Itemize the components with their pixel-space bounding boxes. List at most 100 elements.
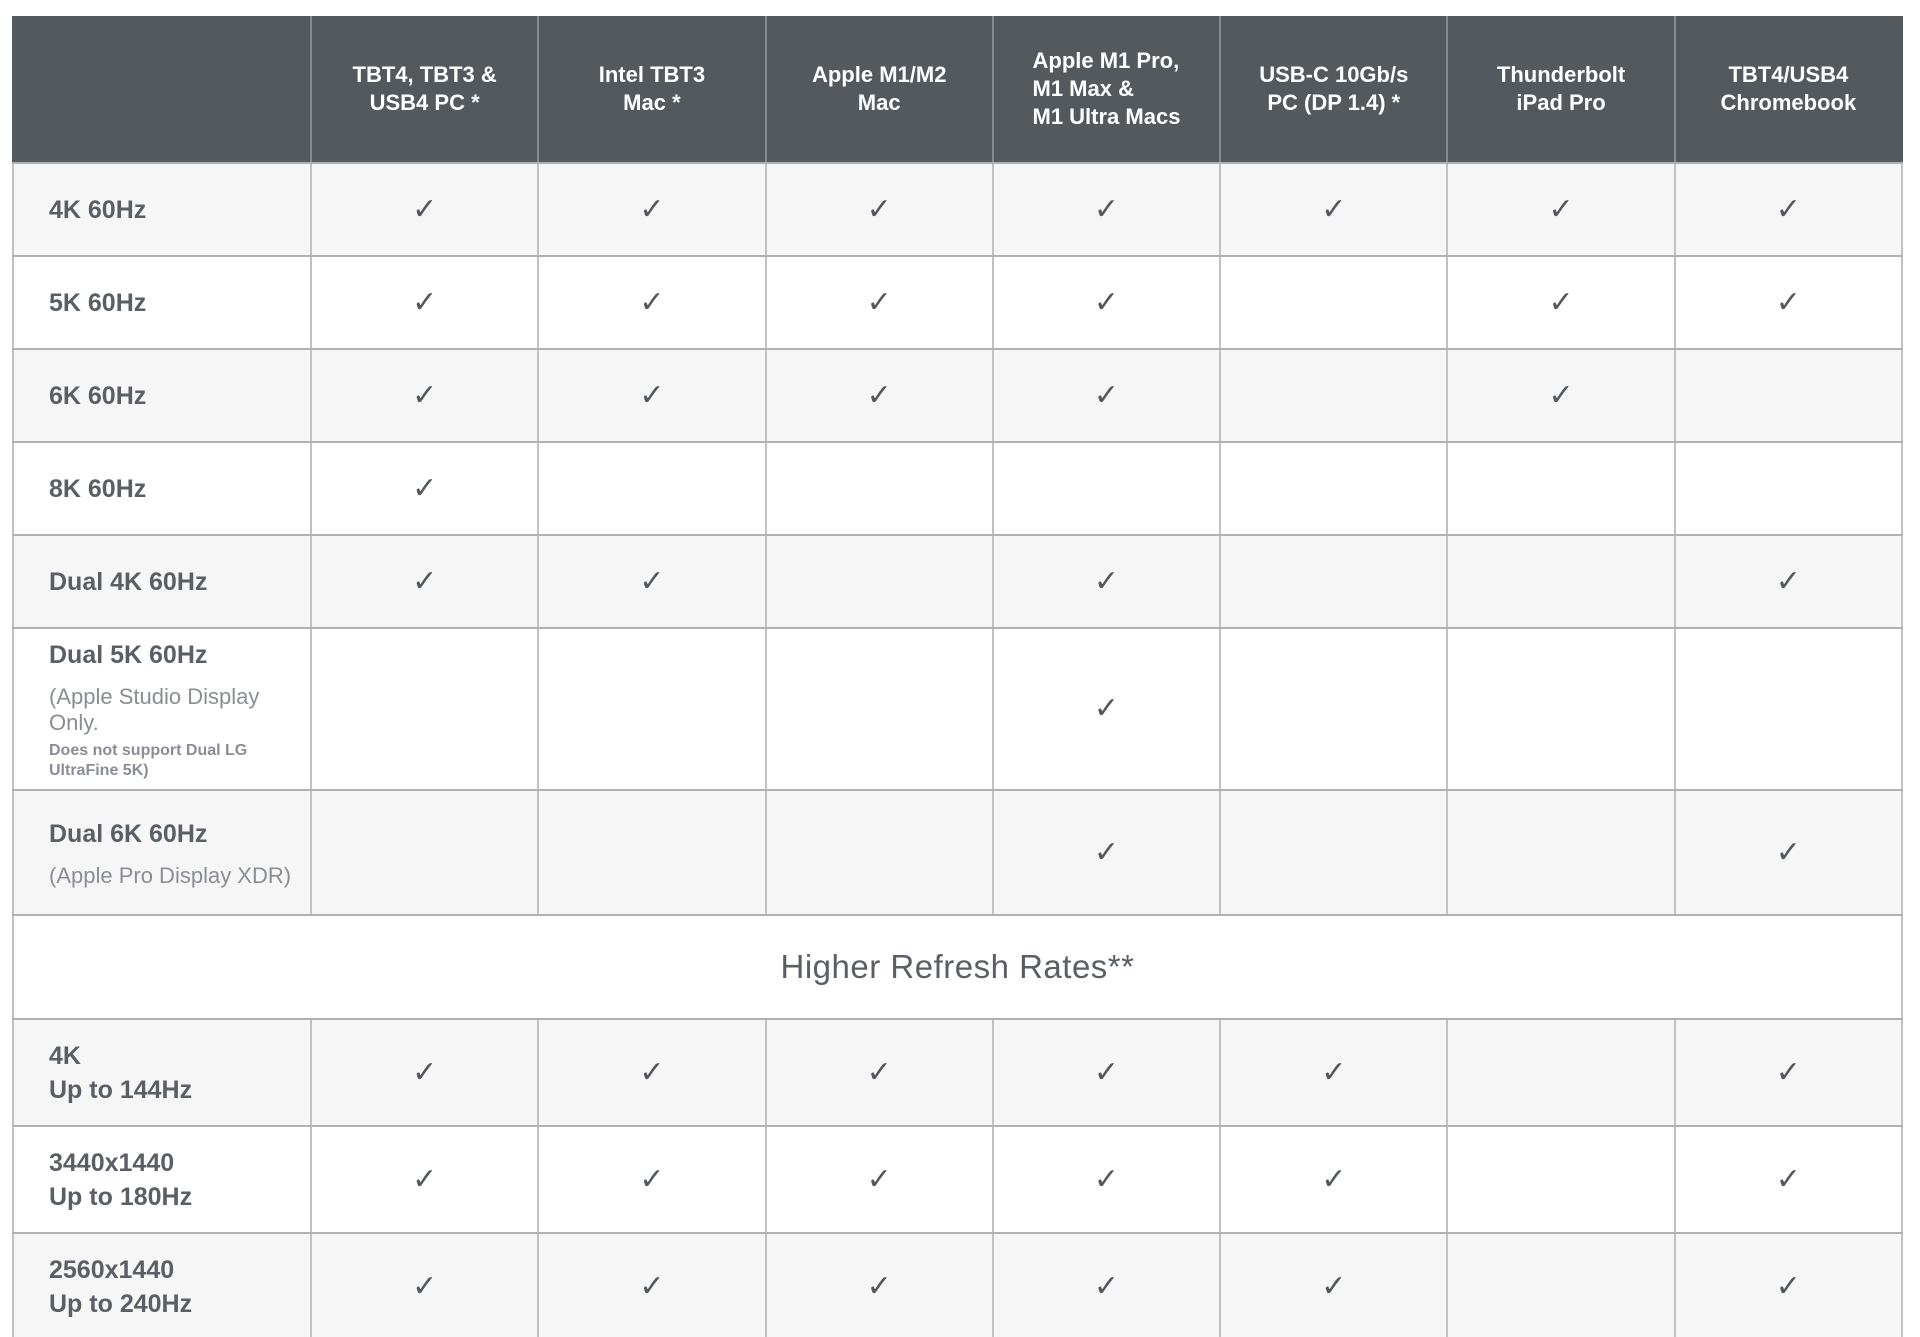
row-label-cell: 5K 60Hz bbox=[12, 255, 312, 350]
row-label-cell: 8K 60Hz bbox=[12, 441, 312, 536]
checkmark-icon: ✓ bbox=[1093, 564, 1120, 598]
checkmark-icon: ✓ bbox=[1093, 192, 1120, 226]
check-cell bbox=[1446, 1018, 1676, 1127]
check-cell: ✓ bbox=[1446, 162, 1676, 257]
check-cell bbox=[1219, 441, 1449, 536]
column-header-label: TBT4/USB4 Chromebook bbox=[1720, 62, 1857, 115]
checkmark-icon: ✓ bbox=[1775, 1055, 1801, 1089]
check-cell: ✓ bbox=[537, 348, 767, 443]
check-cell: ✓ bbox=[991, 534, 1222, 629]
checkmark-icon: ✓ bbox=[1093, 835, 1120, 869]
checkmark-icon: ✓ bbox=[1775, 835, 1801, 869]
row-label: Dual 5K 60Hz bbox=[49, 640, 208, 669]
section-row: Higher Refresh Rates** bbox=[12, 914, 1903, 1020]
checkmark-icon: ✓ bbox=[412, 1055, 438, 1089]
checkmark-icon: ✓ bbox=[639, 285, 665, 319]
table-row: 8K 60Hz ✓ bbox=[12, 441, 1904, 536]
checkmark-icon: ✓ bbox=[866, 1055, 892, 1089]
check-cell: ✓ bbox=[991, 789, 1222, 916]
column-header-7: TBT4/USB4 Chromebook bbox=[1673, 16, 1904, 164]
row-label: Dual 4K 60Hz bbox=[49, 567, 208, 596]
column-header-5: USB-C 10Gb/s PC (DP 1.4) * bbox=[1219, 16, 1449, 164]
column-header-2: Intel TBT3 Mac * bbox=[537, 16, 767, 164]
check-cell bbox=[764, 441, 994, 536]
display-compatibility-table: TBT4, TBT3 & USB4 PC * Intel TBT3 Mac * Ap… bbox=[12, 16, 1904, 1337]
column-header-label: Thunderbolt iPad Pro bbox=[1496, 62, 1626, 115]
checkmark-icon: ✓ bbox=[639, 192, 665, 226]
table-row: Dual 4K 60Hz ✓ ✓ ✓ ✓ bbox=[12, 534, 1904, 629]
table-body: 4K 60Hz ✓ ✓ ✓ ✓ ✓ ✓ ✓ 5K 60Hz ✓ ✓ ✓ ✓ ✓ ✓ 6K 60Hz ✓ ✓ ✓ ✓ ✓ 8… bbox=[12, 162, 1904, 1337]
row-label-cell: 3440x1440 Up to 180Hz bbox=[12, 1125, 312, 1234]
check-cell: ✓ bbox=[991, 162, 1222, 257]
corner-header-cell bbox=[12, 16, 312, 164]
check-cell: ✓ bbox=[537, 255, 767, 350]
checkmark-icon: ✓ bbox=[1093, 1055, 1120, 1089]
row-label-cell: 4K Up to 144Hz bbox=[12, 1018, 312, 1127]
check-cell bbox=[1673, 441, 1904, 536]
check-cell: ✓ bbox=[991, 627, 1222, 791]
column-header-6: Thunderbolt iPad Pro bbox=[1446, 16, 1676, 164]
check-cell: ✓ bbox=[1673, 789, 1904, 916]
row-label-cell: 6K 60Hz bbox=[12, 348, 312, 443]
header-row: TBT4, TBT3 & USB4 PC * Intel TBT3 Mac * Ap… bbox=[12, 16, 1904, 164]
check-cell: ✓ bbox=[764, 1018, 994, 1127]
check-cell: ✓ bbox=[991, 1232, 1222, 1337]
check-cell: ✓ bbox=[991, 1018, 1222, 1127]
checkmark-icon: ✓ bbox=[412, 1269, 438, 1303]
checkmark-icon: ✓ bbox=[1775, 285, 1801, 319]
check-cell: ✓ bbox=[1673, 1125, 1904, 1234]
row-sublabel: Does not support Dual LG UltraFine 5K) bbox=[49, 741, 248, 779]
checkmark-icon: ✓ bbox=[866, 378, 892, 412]
table-row: Dual 6K 60Hz (Apple Pro Display XDR) ✓ ✓ bbox=[12, 789, 1904, 916]
checkmark-icon: ✓ bbox=[1548, 378, 1574, 412]
check-cell: ✓ bbox=[1446, 255, 1676, 350]
check-cell: ✓ bbox=[1673, 1232, 1904, 1337]
row-label-cell: Dual 4K 60Hz bbox=[12, 534, 312, 629]
check-cell bbox=[1219, 255, 1449, 350]
check-cell: ✓ bbox=[309, 1125, 540, 1234]
row-label: 2560x1440 Up to 240Hz bbox=[49, 1255, 193, 1318]
checkmark-icon: ✓ bbox=[639, 1055, 665, 1089]
table-row: 5K 60Hz ✓ ✓ ✓ ✓ ✓ ✓ bbox=[12, 255, 1904, 350]
row-label: 6K 60Hz bbox=[49, 381, 147, 410]
checkmark-icon: ✓ bbox=[412, 471, 438, 505]
section-title: Higher Refresh Rates** bbox=[780, 948, 1135, 985]
table-header: TBT4, TBT3 & USB4 PC * Intel TBT3 Mac * Ap… bbox=[12, 16, 1904, 164]
check-cell: ✓ bbox=[309, 1018, 540, 1127]
row-label: 3440x1440 Up to 180Hz bbox=[49, 1148, 193, 1211]
check-cell: ✓ bbox=[1219, 162, 1449, 257]
check-cell bbox=[309, 789, 540, 916]
table-row: 2560x1440 Up to 240Hz ✓ ✓ ✓ ✓ ✓ ✓ bbox=[12, 1232, 1904, 1337]
check-cell bbox=[1219, 534, 1449, 629]
check-cell bbox=[764, 627, 994, 791]
checkmark-icon: ✓ bbox=[866, 1269, 892, 1303]
checkmark-icon: ✓ bbox=[1321, 1055, 1347, 1089]
check-cell bbox=[1446, 534, 1676, 629]
check-cell: ✓ bbox=[309, 348, 540, 443]
check-cell bbox=[537, 627, 767, 791]
checkmark-icon: ✓ bbox=[1321, 1269, 1347, 1303]
check-cell: ✓ bbox=[1673, 1018, 1904, 1127]
check-cell: ✓ bbox=[991, 348, 1222, 443]
checkmark-icon: ✓ bbox=[1775, 564, 1801, 598]
checkmark-icon: ✓ bbox=[1321, 1162, 1347, 1196]
check-cell bbox=[764, 534, 994, 629]
row-label-cell: Dual 6K 60Hz (Apple Pro Display XDR) bbox=[12, 789, 312, 916]
check-cell: ✓ bbox=[537, 162, 767, 257]
checkmark-icon: ✓ bbox=[412, 285, 438, 319]
check-cell: ✓ bbox=[537, 1018, 767, 1127]
check-cell bbox=[1673, 627, 1904, 791]
row-label: 4K 60Hz bbox=[49, 195, 147, 224]
checkmark-icon: ✓ bbox=[639, 564, 665, 598]
checkmark-icon: ✓ bbox=[1548, 285, 1574, 319]
table-row: 3440x1440 Up to 180Hz ✓ ✓ ✓ ✓ ✓ ✓ bbox=[12, 1125, 1904, 1234]
row-label: 5K 60Hz bbox=[49, 288, 147, 317]
check-cell: ✓ bbox=[537, 534, 767, 629]
checkmark-icon: ✓ bbox=[1775, 192, 1801, 226]
check-cell: ✓ bbox=[309, 1232, 540, 1337]
table-row: 4K 60Hz ✓ ✓ ✓ ✓ ✓ ✓ ✓ bbox=[12, 162, 1904, 257]
check-cell: ✓ bbox=[1446, 348, 1676, 443]
column-header-label: Intel TBT3 Mac * bbox=[598, 62, 706, 115]
check-cell bbox=[1673, 348, 1904, 443]
check-cell bbox=[1219, 348, 1449, 443]
